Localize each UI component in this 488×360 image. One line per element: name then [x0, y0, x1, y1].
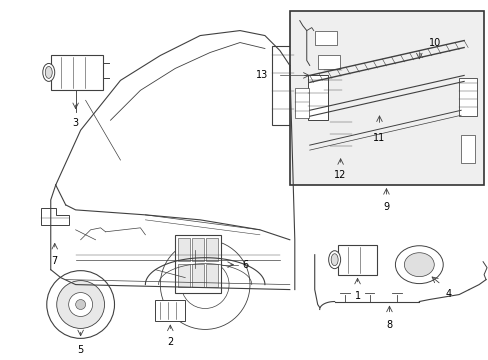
- Polygon shape: [41, 208, 68, 225]
- Text: 7: 7: [52, 256, 58, 266]
- Bar: [178, 238, 190, 261]
- Text: 4: 4: [444, 289, 450, 298]
- Bar: [206, 238, 218, 261]
- Bar: [294, 88, 308, 118]
- Bar: [317, 55, 339, 69]
- Text: 9: 9: [383, 202, 389, 212]
- Bar: [309, 55, 323, 105]
- Text: 10: 10: [428, 37, 441, 48]
- Bar: [175, 235, 221, 293]
- Ellipse shape: [330, 254, 337, 266]
- Ellipse shape: [395, 246, 442, 284]
- Bar: [51, 55, 102, 90]
- Ellipse shape: [45, 67, 52, 78]
- Text: 11: 11: [373, 133, 385, 143]
- Bar: [460, 135, 474, 163]
- Bar: [178, 264, 190, 287]
- Bar: [329, 115, 351, 155]
- Circle shape: [76, 300, 85, 310]
- Circle shape: [57, 280, 104, 328]
- Text: 8: 8: [386, 320, 392, 330]
- Ellipse shape: [328, 251, 340, 269]
- Bar: [271, 45, 293, 125]
- Bar: [323, 66, 341, 100]
- Circle shape: [47, 271, 114, 338]
- Circle shape: [68, 293, 92, 316]
- Bar: [192, 238, 203, 261]
- Bar: [155, 300, 185, 321]
- Ellipse shape: [42, 63, 55, 81]
- Bar: [337, 245, 377, 275]
- Text: 1: 1: [354, 291, 360, 301]
- Text: 12: 12: [334, 170, 346, 180]
- Text: 2: 2: [167, 337, 173, 347]
- Text: 13: 13: [255, 71, 267, 80]
- Bar: [314, 31, 336, 45]
- Bar: [458, 78, 476, 116]
- Bar: [192, 264, 203, 287]
- Bar: [307, 75, 327, 120]
- Text: 3: 3: [72, 118, 79, 128]
- Ellipse shape: [404, 253, 433, 276]
- Bar: [206, 264, 218, 287]
- Bar: [289, 11, 483, 185]
- Text: 5: 5: [78, 345, 83, 355]
- Text: 6: 6: [242, 260, 247, 270]
